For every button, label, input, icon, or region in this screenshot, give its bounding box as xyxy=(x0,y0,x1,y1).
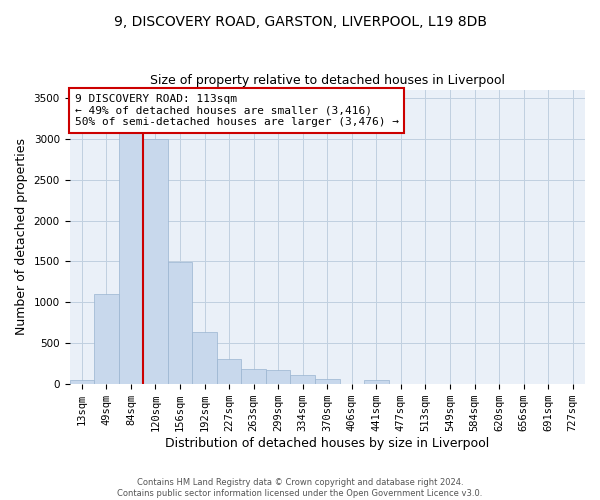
Bar xyxy=(94,294,119,384)
Bar xyxy=(290,375,315,384)
Y-axis label: Number of detached properties: Number of detached properties xyxy=(15,138,28,336)
Bar xyxy=(364,380,389,384)
Text: Contains HM Land Registry data © Crown copyright and database right 2024.
Contai: Contains HM Land Registry data © Crown c… xyxy=(118,478,482,498)
Text: 9, DISCOVERY ROAD, GARSTON, LIVERPOOL, L19 8DB: 9, DISCOVERY ROAD, GARSTON, LIVERPOOL, L… xyxy=(113,15,487,29)
Bar xyxy=(192,332,217,384)
Text: 9 DISCOVERY ROAD: 113sqm
← 49% of detached houses are smaller (3,416)
50% of sem: 9 DISCOVERY ROAD: 113sqm ← 49% of detach… xyxy=(74,94,398,127)
Bar xyxy=(217,359,241,384)
X-axis label: Distribution of detached houses by size in Liverpool: Distribution of detached houses by size … xyxy=(165,437,490,450)
Bar xyxy=(70,380,94,384)
Bar xyxy=(119,106,143,384)
Title: Size of property relative to detached houses in Liverpool: Size of property relative to detached ho… xyxy=(150,74,505,87)
Bar xyxy=(168,262,192,384)
Bar xyxy=(315,380,340,384)
Bar xyxy=(266,370,290,384)
Bar xyxy=(241,368,266,384)
Bar xyxy=(143,138,168,384)
